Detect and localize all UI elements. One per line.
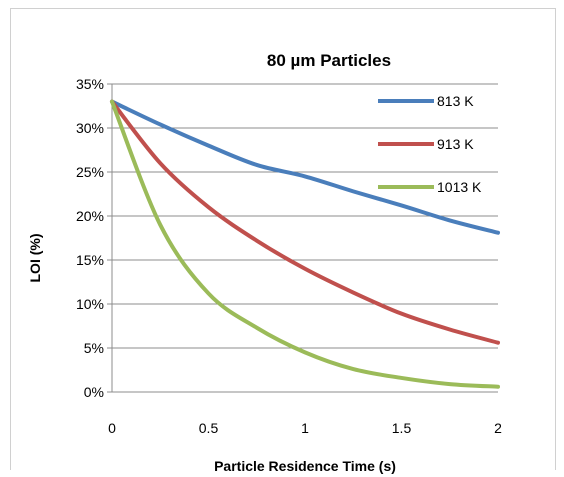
y-axis-label: LOI (%) (27, 234, 43, 283)
y-tick-label-2: 10% (76, 296, 104, 312)
y-tick-label-7: 35% (76, 76, 104, 92)
gridlines (112, 83, 498, 349)
axes (107, 83, 498, 393)
legend: 813 K 913 K 1013 K (378, 93, 482, 195)
y-tick-label-5: 25% (76, 164, 104, 180)
chart-frame (10, 8, 556, 470)
series-line-2 (110, 99, 500, 389)
y-tick-label-0: 0% (84, 384, 104, 400)
x-tick-label-1: 0.5 (199, 420, 219, 436)
x-tick-label-0: 0 (108, 420, 116, 436)
x-tick-label-2: 1 (301, 420, 309, 436)
series-line-0 (110, 99, 500, 235)
y-tick-label-3: 15% (76, 252, 104, 268)
y-tick-label-6: 30% (76, 120, 104, 136)
x-tick-label-4: 2 (494, 420, 502, 436)
legend-label-2: 1013 K (437, 179, 482, 195)
series-lines (110, 99, 500, 389)
series-line-1 (110, 99, 500, 345)
x-axis-label: Particle Residence Time (s) (214, 458, 396, 474)
legend-label-0: 813 K (437, 93, 474, 109)
tick-labels: 0% 5% 10% 15% 20% 25% 30% 35% 0 0.5 1 1.5 2 (76, 76, 502, 436)
legend-label-1: 913 K (437, 136, 474, 152)
y-tick-label-4: 20% (76, 208, 104, 224)
y-tick-label-1: 5% (84, 340, 104, 356)
chart-title: 80 µm Particles (267, 51, 391, 70)
x-tick-label-3: 1.5 (392, 420, 412, 436)
